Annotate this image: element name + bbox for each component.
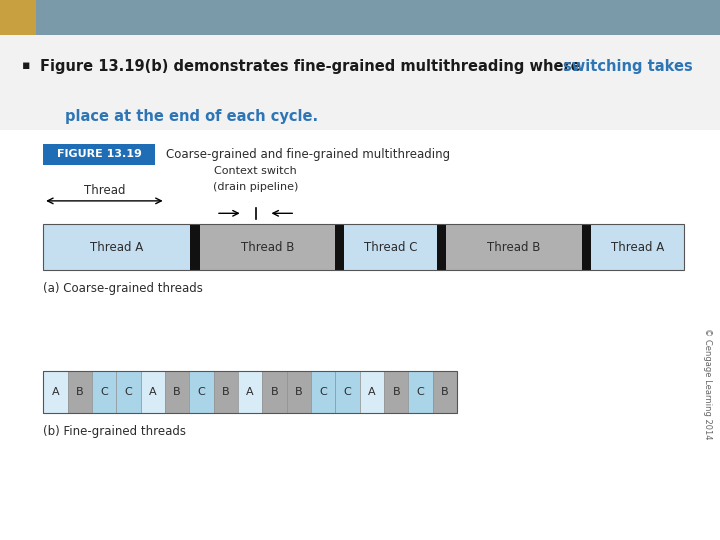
Bar bbox=[238, 371, 262, 413]
Bar bbox=[591, 224, 684, 270]
Text: switching takes: switching takes bbox=[563, 59, 693, 74]
Text: B: B bbox=[174, 387, 181, 397]
Text: C: C bbox=[197, 387, 205, 397]
Text: C: C bbox=[343, 387, 351, 397]
Bar bbox=[43, 371, 457, 413]
Text: Thread A: Thread A bbox=[90, 240, 143, 254]
Text: Thread: Thread bbox=[84, 184, 125, 197]
Bar bbox=[582, 224, 591, 270]
Bar bbox=[311, 371, 336, 413]
Text: Context switch: Context switch bbox=[215, 165, 297, 176]
Bar bbox=[336, 371, 360, 413]
Text: place at the end of each cycle.: place at the end of each cycle. bbox=[65, 109, 318, 124]
Bar bbox=[199, 224, 335, 270]
Bar bbox=[446, 224, 582, 270]
Bar bbox=[190, 224, 199, 270]
Bar bbox=[140, 371, 165, 413]
Text: C: C bbox=[320, 387, 327, 397]
Bar bbox=[116, 371, 140, 413]
Bar bbox=[335, 224, 344, 270]
Text: (a) Coarse-grained threads: (a) Coarse-grained threads bbox=[43, 282, 203, 295]
Text: Coarse-grained and fine-grained multithreading: Coarse-grained and fine-grained multithr… bbox=[166, 148, 450, 161]
Bar bbox=[433, 371, 457, 413]
Bar bbox=[43, 144, 155, 165]
Text: B: B bbox=[271, 387, 279, 397]
Bar bbox=[384, 371, 408, 413]
Bar bbox=[43, 371, 68, 413]
Text: FIGURE 13.19: FIGURE 13.19 bbox=[57, 150, 141, 159]
Text: B: B bbox=[441, 387, 449, 397]
Text: C: C bbox=[417, 387, 425, 397]
Bar bbox=[0, 0, 36, 35]
Bar bbox=[189, 371, 214, 413]
Text: A: A bbox=[368, 387, 376, 397]
Text: Thread B: Thread B bbox=[487, 240, 541, 254]
Bar bbox=[344, 224, 437, 270]
Text: C: C bbox=[100, 387, 108, 397]
Text: Thread A: Thread A bbox=[611, 240, 664, 254]
Text: B: B bbox=[295, 387, 302, 397]
Text: Figure 13.19(b) demonstrates fine-grained multithreading where: Figure 13.19(b) demonstrates fine-graine… bbox=[40, 59, 585, 74]
Text: B: B bbox=[222, 387, 230, 397]
Text: B: B bbox=[392, 387, 400, 397]
Text: C: C bbox=[125, 387, 132, 397]
Bar bbox=[92, 371, 116, 413]
Bar bbox=[360, 371, 384, 413]
Bar bbox=[68, 371, 92, 413]
Bar bbox=[43, 224, 684, 270]
Bar bbox=[287, 371, 311, 413]
Text: © Cengage Learning 2014: © Cengage Learning 2014 bbox=[703, 328, 711, 439]
Text: Thread B: Thread B bbox=[240, 240, 294, 254]
Text: Thread C: Thread C bbox=[364, 240, 418, 254]
Text: A: A bbox=[52, 387, 59, 397]
Bar bbox=[165, 371, 189, 413]
Text: (b) Fine-grained threads: (b) Fine-grained threads bbox=[43, 425, 186, 438]
Bar bbox=[262, 371, 287, 413]
Bar bbox=[437, 224, 446, 270]
Text: A: A bbox=[149, 387, 157, 397]
Text: (drain pipeline): (drain pipeline) bbox=[213, 181, 298, 192]
Bar bbox=[43, 224, 190, 270]
Bar bbox=[214, 371, 238, 413]
Text: A: A bbox=[246, 387, 254, 397]
Bar bbox=[408, 371, 433, 413]
Text: ▪: ▪ bbox=[22, 59, 30, 72]
Text: B: B bbox=[76, 387, 84, 397]
